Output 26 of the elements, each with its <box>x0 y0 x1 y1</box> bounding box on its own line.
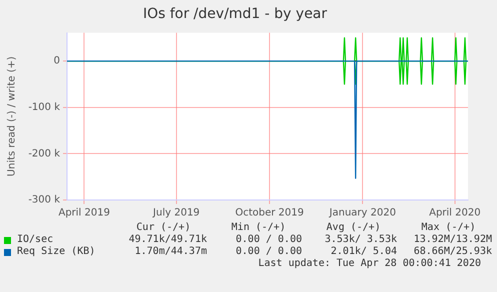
text: 1.70m/44.37m <box>134 246 208 258</box>
text: 0.00 / 0.00 <box>234 246 303 258</box>
text: Cur (-/+) <box>135 222 192 234</box>
x-tick-label: January 2020 <box>328 208 396 219</box>
legend-label: IO/sec <box>17 234 54 246</box>
text: Max (-/+) <box>420 222 477 234</box>
x-tick-label: April 2020 <box>429 208 481 219</box>
y-tick-label: -100 k <box>28 102 60 113</box>
text: Last update: Tue Apr 28 00:00:41 2020 <box>257 258 482 270</box>
text: Min (-/+) <box>230 222 287 234</box>
text: 68.66M/25.93k <box>412 246 493 258</box>
y-tick-label: 0 <box>54 56 60 67</box>
text: 0.00 / 0.00 <box>234 234 303 246</box>
x-tick-label: July 2019 <box>152 208 200 219</box>
legend-label: Req Size (KB) <box>17 246 96 258</box>
text: Avg (-/+) <box>325 222 382 234</box>
y-tick-label: -300 k <box>28 194 60 206</box>
chart-title: IOs for /dev/md1 - by year <box>142 6 328 22</box>
y-axis-title: Units read (-) / write (+) <box>6 56 18 176</box>
x-tick-label: April 2019 <box>58 208 110 219</box>
text: 49.71k/49.71k <box>128 234 208 246</box>
text: 13.92M/13.92M <box>412 234 493 246</box>
y-tick-label: -200 k <box>28 148 60 160</box>
x-tick-label: October 2019 <box>235 208 304 219</box>
text: 3.53k/ 3.53k <box>324 234 398 246</box>
text: 2.01k/ 5.04 <box>330 246 398 258</box>
